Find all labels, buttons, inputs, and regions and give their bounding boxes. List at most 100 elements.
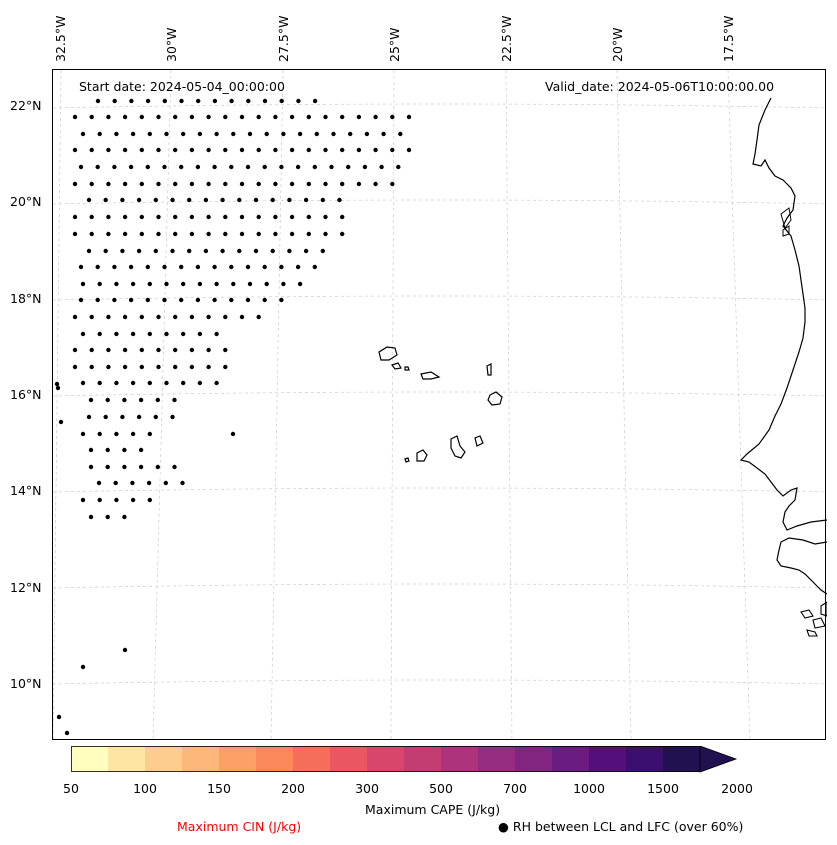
rh-dot [155, 397, 160, 403]
colorbar-segment [663, 746, 700, 772]
gridline-lat-16 [53, 391, 827, 397]
rh-dot [72, 231, 78, 237]
colorbar-segment [145, 746, 182, 772]
lat-label-18n: 18°N [10, 291, 42, 306]
rh-dot [181, 380, 186, 386]
rh-dot [106, 114, 111, 120]
rh-dot [295, 164, 301, 170]
rh-dot [181, 281, 186, 287]
rh-dot [114, 281, 119, 287]
rh-dot [105, 514, 110, 520]
rh-dot [173, 231, 178, 237]
rh-dot [164, 281, 169, 287]
rh-dot [230, 431, 236, 437]
rh-dot [156, 214, 161, 220]
rh-dot [245, 264, 251, 270]
rh-dot [106, 347, 111, 353]
rh-dot [122, 647, 128, 653]
colorbar-tick-label: 50 [63, 781, 79, 796]
rh-dot [323, 181, 328, 187]
rh-dot [103, 414, 108, 420]
island-sal [486, 363, 492, 376]
rh-dot [105, 397, 110, 403]
lat-label-12n: 12°N [10, 580, 42, 595]
rh-dot [223, 231, 228, 237]
rh-dot [120, 197, 125, 203]
rh-dot [136, 197, 142, 203]
colorbar-tick-label: 1500 [647, 781, 679, 796]
rh-dot [312, 264, 317, 270]
rh-dot [162, 164, 167, 170]
rh-dot [147, 380, 152, 386]
colorbar-segment [219, 746, 256, 772]
gridline-lat-22 [53, 103, 827, 109]
island-santa-luzia [404, 366, 410, 371]
rh-dot [122, 447, 127, 453]
colorbar-segment [589, 746, 626, 772]
rh-dot [106, 181, 111, 187]
colorbar-tick-label: 200 [281, 781, 305, 796]
rh-dot [256, 314, 261, 320]
map-canvas [53, 70, 827, 741]
rh-dot [181, 131, 186, 137]
rh-dot [114, 131, 119, 137]
rh-dot [122, 464, 127, 470]
rh-dot [156, 231, 161, 237]
rh-dot [72, 347, 78, 353]
rh-dot [279, 164, 284, 170]
rh-dot [130, 331, 136, 337]
rh-dot [279, 98, 284, 104]
rh-dot [197, 331, 203, 337]
rh-legend-label: ● RH between LCL and LFC (over 60%) [498, 819, 743, 834]
rh-dot [55, 385, 61, 391]
rh-dot [289, 214, 295, 220]
rh-dot [96, 480, 102, 486]
colorbar-segment [367, 746, 404, 772]
rh-dot [195, 264, 201, 270]
rh-dot [173, 364, 178, 370]
colorbar-tick-label: 100 [133, 781, 157, 796]
colorbar-segment [330, 746, 367, 772]
rh-dot [229, 164, 234, 170]
rh-dot [114, 497, 119, 503]
rh-dot [303, 197, 309, 203]
rh-dot [128, 164, 134, 170]
rh-dot [203, 197, 209, 203]
rh-dot [172, 397, 177, 403]
rh-dot [306, 231, 311, 237]
rh-dot [381, 131, 386, 137]
rh-dot [72, 147, 78, 153]
rh-dot [122, 231, 128, 237]
colorbar-segment [256, 746, 293, 772]
rh-dot [262, 297, 267, 303]
rh-dot [88, 397, 94, 403]
gridline-lon-25 [390, 70, 395, 741]
rh-dot [145, 98, 151, 104]
rh-dot [128, 264, 134, 270]
rh-dot [181, 331, 186, 337]
rh-dot [162, 98, 167, 104]
rh-dot [147, 497, 152, 503]
rh-dot [86, 197, 92, 203]
rh-dot [106, 231, 111, 237]
island-maio [474, 435, 484, 447]
colorbar-tick-label: 1000 [573, 781, 605, 796]
rh-dot [206, 364, 211, 370]
rh-dot [189, 314, 195, 320]
rh-dot [398, 131, 403, 137]
rh-dot [239, 231, 245, 237]
colorbar-tick-label: 700 [503, 781, 527, 796]
rh-dot [72, 364, 78, 370]
rh-legend-text: RH between LCL and LFC (over 60%) [512, 819, 744, 834]
rh-dot [89, 147, 94, 153]
colorbar-segment [71, 746, 108, 772]
rh-dot [390, 181, 395, 187]
rh-dot [373, 147, 378, 153]
rh-dot [373, 114, 378, 120]
rh-dot [223, 364, 228, 370]
rh-dot [195, 164, 201, 170]
rh-dot [239, 114, 245, 120]
rh-dot [122, 147, 128, 153]
rh-dot [323, 147, 328, 153]
rh-dot [390, 147, 395, 153]
